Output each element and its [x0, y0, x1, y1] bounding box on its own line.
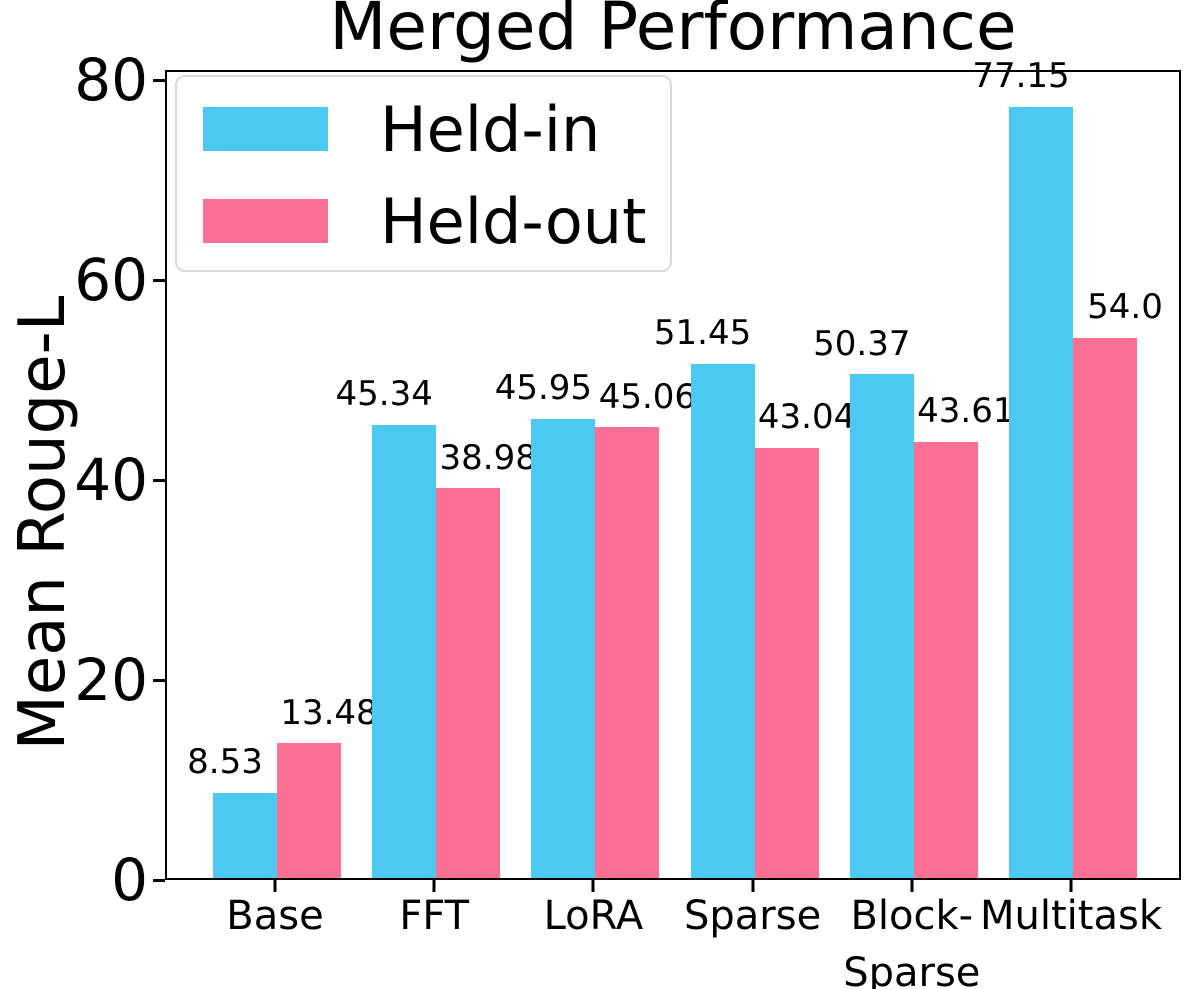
legend-label-held-out: Held-out — [380, 184, 647, 258]
y-tick-mark — [153, 278, 165, 282]
y-tick-label: 40 — [74, 446, 148, 514]
x-tick-mark — [751, 880, 755, 892]
value-label: 45.06 — [598, 376, 697, 417]
value-label: 13.48 — [280, 692, 378, 733]
value-label: 54.0 — [1087, 287, 1163, 328]
bar-held-out-LoRA — [595, 427, 660, 878]
bar-held-out-Base — [277, 743, 341, 878]
y-tick-mark — [153, 678, 165, 682]
y-tick-label: 0 — [111, 846, 148, 914]
y-tick-mark — [153, 878, 165, 882]
held-out-color-swatch — [203, 199, 328, 243]
bar-held-out-FFT — [436, 488, 501, 878]
x-tick-mark — [273, 880, 277, 892]
x-tick-label-lora: LoRA — [543, 893, 644, 939]
bar-held-out-Block-Sparse — [913, 441, 978, 878]
value-label: 43.04 — [757, 396, 856, 437]
x-tick-label-fft: FFT — [399, 893, 470, 939]
y-tick-mark — [153, 78, 165, 82]
legend-entry-held-out: Held-out — [203, 185, 646, 258]
y-tick-label: 60 — [74, 246, 148, 314]
value-label: 8.53 — [187, 742, 263, 783]
bar-held-in-FFT — [372, 424, 437, 878]
value-label: 45.95 — [494, 367, 593, 408]
x-tick-mark — [910, 880, 914, 892]
y-tick-label: 80 — [74, 46, 148, 114]
x-tick-mark — [591, 880, 595, 892]
x-tick-label-multitask: Multitask — [980, 893, 1162, 939]
legend-entry-held-in: Held-in — [203, 93, 600, 166]
bar-held-in-Block-Sparse — [849, 374, 914, 878]
value-label: 50.37 — [813, 323, 911, 364]
x-tick-label-sparse: Sparse — [684, 893, 822, 939]
x-tick-label-block--sparse: Block- Sparse — [843, 893, 981, 989]
bar-held-out-Sparse — [754, 447, 819, 878]
value-label: 45.34 — [335, 373, 433, 414]
x-tick-label-base: Base — [226, 893, 324, 939]
value-label: 51.45 — [653, 312, 752, 353]
y-tick-mark — [153, 478, 165, 482]
bar-held-out-Multitask — [1073, 338, 1137, 878]
bar-held-in-Sparse — [690, 363, 755, 878]
legend: Held-in Held-out — [175, 75, 672, 272]
chart-title: Merged Performance — [329, 0, 1017, 65]
bar-held-in-LoRA — [531, 418, 596, 878]
x-tick-mark — [432, 880, 436, 892]
value-label: 77.15 — [972, 55, 1070, 96]
value-label: 43.61 — [917, 391, 1015, 432]
value-label: 38.98 — [439, 437, 537, 478]
x-tick-mark — [1069, 880, 1073, 892]
bar-held-in-Base — [213, 792, 277, 878]
legend-label-held-in: Held-in — [380, 92, 601, 166]
plot-area: 8.53 13.48 45.34 38.98 45.95 45.06 51.45 43.04 5… — [165, 58, 1181, 880]
bar-held-in-Multitask — [1009, 106, 1073, 878]
y-tick-label: 20 — [74, 646, 148, 714]
held-in-color-swatch — [203, 107, 328, 151]
